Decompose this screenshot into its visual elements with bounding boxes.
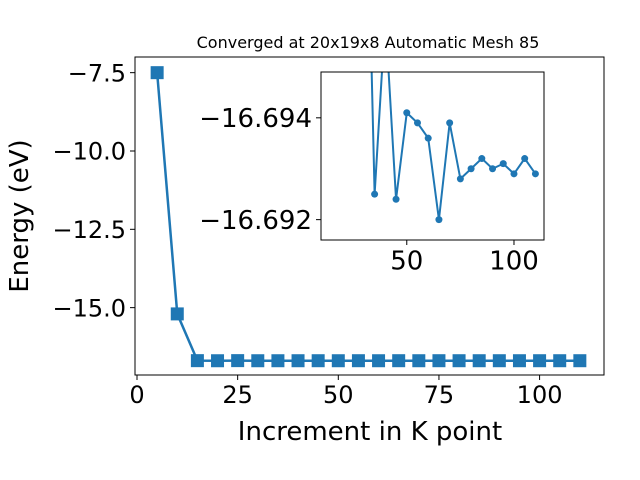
inset-data-point xyxy=(531,170,539,178)
main-data-point xyxy=(512,354,526,368)
main-data-point xyxy=(150,66,164,80)
inset-data-point xyxy=(510,170,518,178)
main-data-point xyxy=(452,354,466,368)
inset-data-point xyxy=(489,165,497,173)
main-data-point xyxy=(492,354,506,368)
main-axes-frame xyxy=(134,56,605,376)
main-data-point xyxy=(190,354,204,368)
inset-data-point xyxy=(382,13,389,20)
inset-y-tick-label: −16.692 xyxy=(199,206,312,236)
main-data-point xyxy=(170,307,184,321)
main-series-line xyxy=(155,72,580,362)
main-data-point xyxy=(533,354,547,368)
main-data-point xyxy=(372,354,386,368)
main-data-point xyxy=(331,354,345,368)
main-data-point xyxy=(432,354,446,368)
main-data-point xyxy=(271,354,285,368)
inset-data-point xyxy=(456,175,464,183)
inset-data-point xyxy=(371,190,379,198)
inset-data-point xyxy=(403,109,411,117)
main-x-tick-label: 25 xyxy=(222,381,253,409)
inset-y-tick-label: −16.694 xyxy=(199,104,312,134)
inset-x-tick-label: 100 xyxy=(489,247,539,277)
main-data-point xyxy=(573,354,587,368)
main-data-point xyxy=(231,354,245,368)
main-y-tick-label: −15.0 xyxy=(52,294,126,322)
inset-background xyxy=(321,72,544,240)
main-y-tick-label: −10.0 xyxy=(52,138,126,166)
main-data-point xyxy=(412,354,426,368)
main-x-tick-label: 75 xyxy=(424,381,455,409)
main-data-point xyxy=(472,354,486,368)
inset-data-point xyxy=(413,119,421,127)
inset-series xyxy=(367,13,539,224)
main-data-point xyxy=(351,354,365,368)
inset-data-point xyxy=(424,134,432,142)
inset-axes-frame xyxy=(320,71,545,241)
inset-data-point xyxy=(435,216,443,224)
main-data-point xyxy=(251,354,265,368)
main-y-tick-label: −12.5 xyxy=(52,216,126,244)
inset-x-tick-label: 50 xyxy=(390,247,423,277)
main-data-point xyxy=(311,354,325,368)
inset-data-point xyxy=(446,119,454,127)
y-axis-label: Energy (eV) xyxy=(5,139,35,292)
main-x-tick-label: 50 xyxy=(323,381,354,409)
inset-data-point xyxy=(467,165,475,173)
main-x-tick-label: 100 xyxy=(517,381,563,409)
inset-data-point xyxy=(367,13,374,20)
inset-data-point xyxy=(521,155,529,163)
main-y-tick-label: −7.5 xyxy=(68,59,126,87)
main-x-tick-label: 0 xyxy=(129,381,144,409)
inset-data-point xyxy=(478,155,486,163)
inset-data-point xyxy=(392,195,400,203)
chart-title: Converged at 20x19x8 Automatic Mesh 85 xyxy=(197,33,540,52)
inset-data-point xyxy=(499,160,507,168)
main-data-point xyxy=(291,354,305,368)
main-data-point xyxy=(211,354,225,368)
main-data-point xyxy=(553,354,567,368)
main-plot: 0 25 50 75 100 −7.5 −10.0 −12.5 −15.0 xyxy=(52,56,605,409)
inset-plot: 50 100 −16.694 −16.692 xyxy=(199,13,545,277)
main-data-point xyxy=(392,354,406,368)
x-axis-label: Increment in K point xyxy=(238,417,502,447)
main-series xyxy=(150,66,587,368)
